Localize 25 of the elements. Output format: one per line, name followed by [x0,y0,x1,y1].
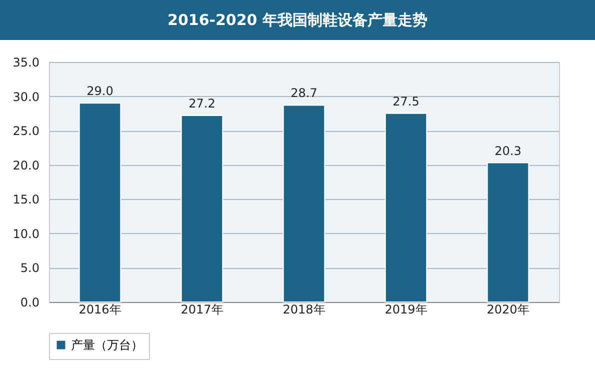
y-tick-label: 15.0 [12,192,40,207]
y-tick-label: 0.0 [20,296,40,310]
y-tick-label: 25.0 [12,124,40,138]
x-tick-label: 2020年 [486,302,530,316]
y-tick-label: 30.0 [12,90,40,104]
y-tick-label: 5.0 [20,261,40,276]
bar [78,102,122,302]
text: 27.2 [188,96,216,110]
y-tick-label: 35.0 [12,56,40,70]
text: 28.7 [290,86,318,100]
y-tick-label: 10.0 [12,226,40,241]
text: 29.0 [86,84,114,98]
chart-title: 2016-2020 年我国制鞋设备产量走势 [0,0,595,40]
x-tick-label: 2018年 [282,302,326,316]
bar [282,104,326,302]
bar [180,114,224,302]
legend-label: 产量（万台） [71,338,143,352]
x-tick-label: 2019年 [384,302,428,316]
bar [384,112,428,302]
text: 20.3 [494,144,522,158]
x-tick-label: 2016年 [78,302,122,316]
bar [486,162,530,302]
text: 27.5 [392,94,420,108]
x-tick-label: 2017年 [180,302,224,316]
y-tick-label: 20.0 [12,158,40,172]
